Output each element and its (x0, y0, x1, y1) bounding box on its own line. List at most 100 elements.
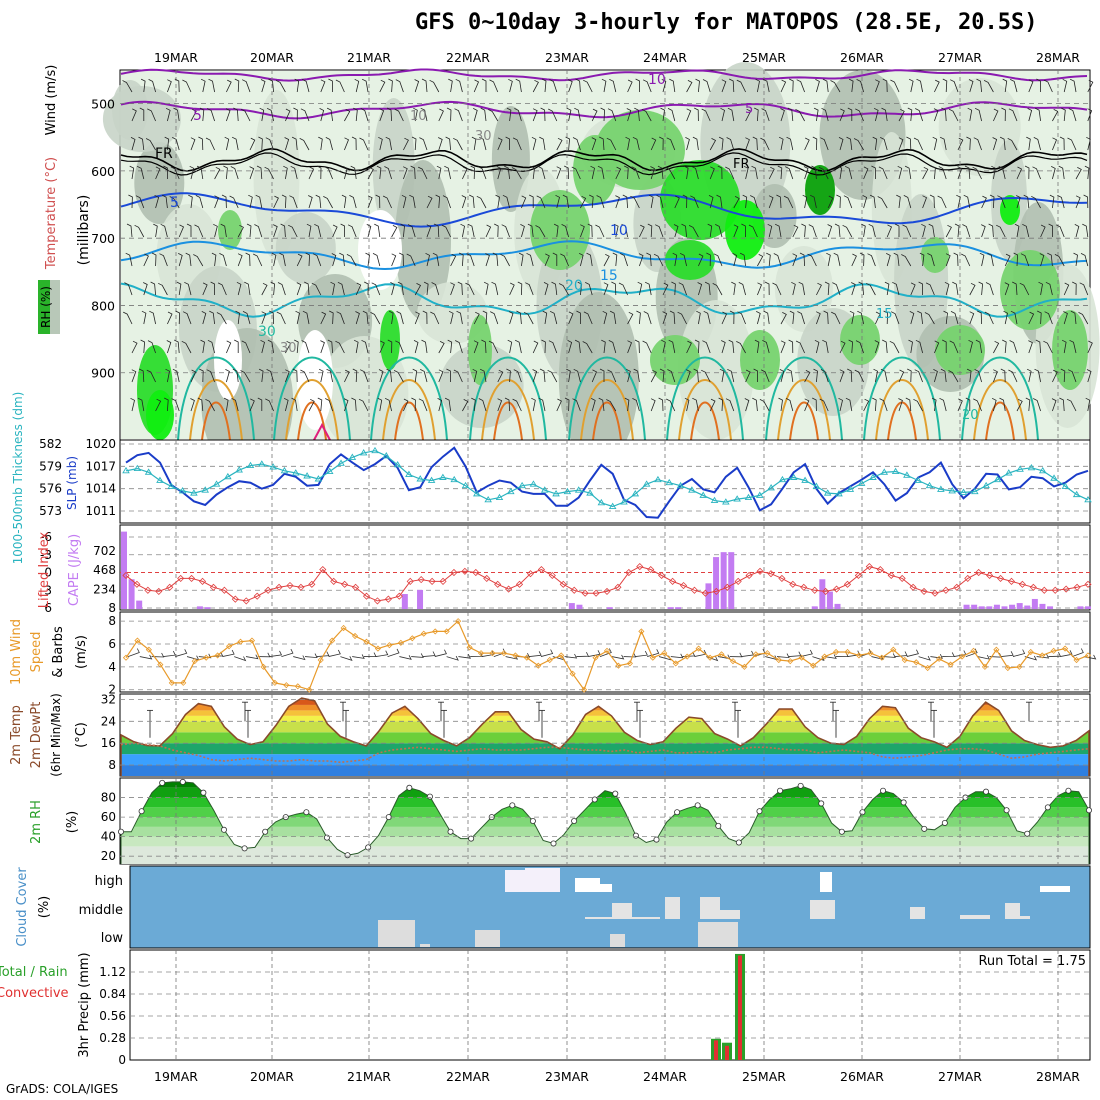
wind-barb (621, 223, 628, 238)
wind-speed-marker (936, 655, 943, 662)
contour-15 (120, 282, 1088, 318)
wind-barb (678, 282, 687, 296)
precip-tick: 0.28 (99, 1031, 126, 1045)
wind-barb (172, 368, 180, 383)
wind-barb (665, 167, 676, 180)
cape-bar (834, 603, 841, 609)
thickness-tick: 582 (39, 437, 62, 451)
contour-30 (592, 401, 622, 441)
wind-barb (658, 397, 664, 412)
wind-speed-marker (351, 632, 359, 640)
wind-barb (863, 398, 870, 412)
cape-bar (1039, 603, 1046, 609)
wind-barb (154, 195, 160, 209)
wind-barb (1002, 78, 1008, 93)
li-marker (756, 567, 764, 575)
wind-speed-marker (134, 637, 141, 644)
wind-barb (733, 196, 740, 209)
wind-barb (848, 339, 854, 354)
rh-moist (650, 335, 700, 385)
wind-barb (780, 312, 787, 325)
rh-band (134, 142, 185, 224)
wind-barb (1086, 369, 1092, 383)
wind-barb (143, 282, 148, 296)
wind-barb (532, 369, 538, 383)
wind-barb (816, 311, 821, 325)
contour-label: 30 (258, 324, 276, 340)
wind-barb (601, 339, 606, 354)
rh-marker (406, 784, 413, 791)
wind-barb (219, 253, 227, 267)
wind-barb (254, 224, 263, 238)
wind-barb (1037, 310, 1042, 325)
wind-barb (847, 368, 853, 383)
wind-barb (659, 368, 665, 383)
wind-barb (469, 194, 475, 209)
thickness-marker (620, 498, 628, 505)
wind-barb (551, 281, 558, 296)
wind-barb (627, 79, 633, 93)
wind-barb (917, 310, 923, 325)
thickness-marker (857, 479, 866, 486)
wind-speed-marker (203, 654, 210, 661)
wind-barb (877, 196, 888, 209)
thickness-marker (1027, 463, 1036, 471)
temp-band (121, 710, 1089, 716)
surface-wind-barb (328, 649, 341, 657)
wind-barb (198, 136, 204, 151)
wind-speed-marker (569, 670, 576, 677)
wind-barb (542, 310, 548, 325)
wind-barb (233, 107, 239, 122)
wind-barb (186, 223, 192, 237)
wind-barb (314, 223, 322, 238)
thickness-marker (948, 487, 956, 494)
wind-barb (686, 369, 691, 383)
wind-barb (908, 339, 913, 354)
wind-barb (438, 369, 444, 383)
precip-total-label: Total / Rain (0, 965, 68, 980)
wind-barb (903, 195, 912, 209)
cloud-low-bar (420, 944, 430, 947)
wind-barb (159, 253, 168, 267)
wind-barb (585, 282, 593, 296)
temp-line (120, 697, 1090, 776)
wind-barb (799, 252, 805, 267)
wind-barb (473, 311, 480, 325)
thickness-marker (710, 496, 719, 504)
wind-barb (1087, 340, 1093, 354)
wind-barb (230, 166, 239, 180)
wind-barb (482, 310, 488, 325)
wind-barb (532, 79, 539, 93)
wind-barb (709, 166, 715, 180)
rh-marker (241, 845, 248, 852)
contour-20 (863, 356, 941, 441)
wind-speed-marker (615, 662, 622, 669)
wind-barb (939, 136, 947, 151)
thickness-marker (235, 466, 243, 473)
li-marker (472, 568, 480, 577)
temp-band (121, 754, 1089, 766)
contour-label: 30 (280, 341, 297, 356)
wind-barb (548, 108, 558, 122)
cape-bar (121, 531, 127, 609)
wind-barb (741, 223, 746, 238)
wind-barb (957, 137, 964, 151)
wind-barb (328, 78, 333, 93)
li-marker (231, 595, 239, 603)
wind-barb (973, 398, 982, 412)
wind-speed-marker (581, 686, 588, 693)
wind-barb (574, 107, 581, 122)
wind-barb (956, 194, 961, 209)
wind-barb (797, 311, 805, 325)
cloud-middle-bar (665, 897, 680, 919)
wind-barb (653, 253, 664, 267)
pressure-tick: 800 (91, 298, 115, 313)
rh-marker (529, 818, 536, 825)
wind-barb (360, 369, 369, 383)
wind-barb (435, 194, 441, 209)
thickness-marker (891, 467, 900, 474)
contour-20 (177, 356, 255, 441)
wind-barb (548, 340, 558, 354)
wind-barb (1068, 108, 1077, 122)
wind-barb (831, 311, 841, 325)
